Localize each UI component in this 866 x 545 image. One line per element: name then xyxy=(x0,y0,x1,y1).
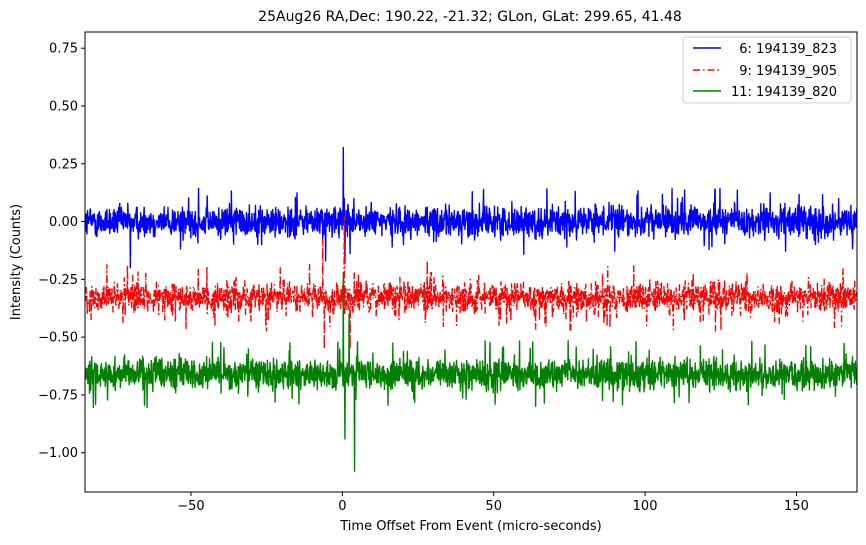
y-axis: 0.75 0.50 0.25 0.00 −0.25 −0.50 −0.75 −1.00 xyxy=(38,42,85,461)
x-tick-label: 150 xyxy=(784,499,809,514)
x-tick-label: 0 xyxy=(338,499,346,514)
legend-label: 6: 194139_823 xyxy=(731,42,837,57)
plot-frame xyxy=(84,31,858,493)
plot-area xyxy=(85,146,857,472)
y-tick-label: 0.75 xyxy=(49,42,78,57)
legend-box xyxy=(682,36,852,104)
series-line xyxy=(85,216,857,350)
y-axis-label: Intensity (Counts) xyxy=(9,204,24,320)
y-tick-label: 0.50 xyxy=(49,99,78,114)
x-tick-label: 100 xyxy=(633,499,658,514)
y-tick-label: 0.25 xyxy=(49,157,78,172)
legend-label: 11: 194139_820 xyxy=(731,85,837,100)
legend: 6: 194139_823 9: 194139_905 11: 194139_8… xyxy=(682,36,852,104)
x-tick-label: −50 xyxy=(177,499,204,514)
y-tick-label: −0.50 xyxy=(38,331,78,346)
y-tick-label: −0.75 xyxy=(38,388,78,403)
y-tick-label: −0.25 xyxy=(38,273,78,288)
y-tick-label: 0.00 xyxy=(49,215,78,230)
x-axis-label: Time Offset From Event (micro-seconds) xyxy=(339,519,602,534)
y-tick-label: −1.00 xyxy=(38,446,78,461)
series-line xyxy=(85,271,857,472)
x-axis: −50 0 50 100 150 xyxy=(177,492,809,514)
series-line xyxy=(85,146,857,269)
legend-label: 9: 194139_905 xyxy=(731,64,837,79)
x-tick-label: 50 xyxy=(485,499,502,514)
chart-title: 25Aug26 RA,Dec: 190.22, -21.32; GLon, GL… xyxy=(258,9,682,25)
